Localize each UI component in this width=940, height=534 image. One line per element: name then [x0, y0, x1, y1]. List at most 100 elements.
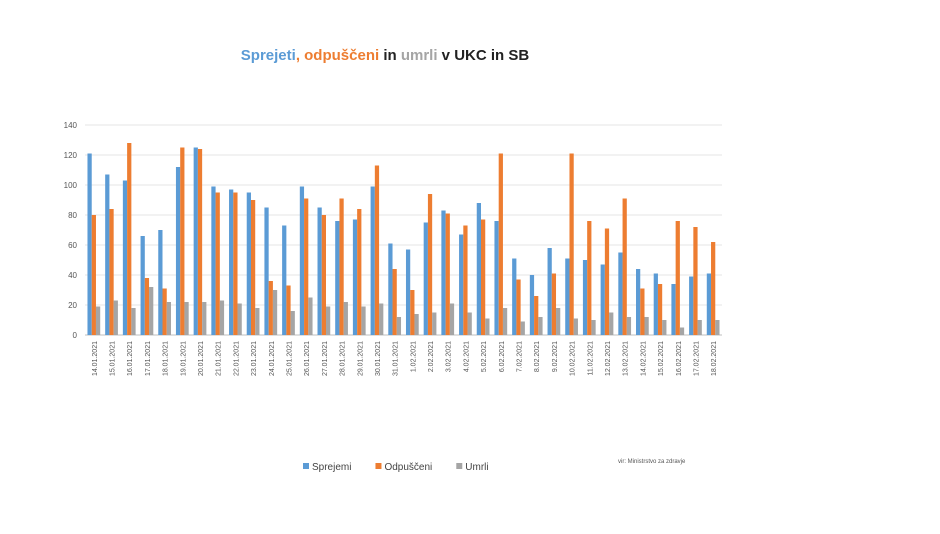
bar — [463, 225, 468, 335]
bar — [697, 320, 702, 335]
bar — [547, 248, 552, 335]
y-tick-label: 100 — [64, 181, 78, 190]
bar — [255, 308, 260, 335]
bar — [587, 221, 592, 335]
bar — [339, 198, 344, 335]
bar — [166, 302, 171, 335]
bar — [675, 221, 680, 335]
bar — [582, 260, 588, 335]
bar — [215, 192, 220, 335]
bar — [396, 317, 402, 335]
x-tick-label: 19.01.2021 — [180, 341, 187, 376]
legend-label: Sprejemi — [312, 462, 351, 473]
x-tick-label: 18.02.2021 — [711, 341, 718, 376]
x-tick-label: 7.02.2021 — [517, 341, 524, 372]
x-tick-label: 5.02.2021 — [481, 341, 488, 372]
bar — [211, 186, 216, 335]
bar — [551, 273, 557, 335]
x-tick-label: 28.01.2021 — [340, 341, 347, 376]
bar — [657, 284, 663, 335]
bar — [494, 221, 499, 335]
title-part: in — [379, 47, 401, 64]
bar — [405, 249, 411, 335]
y-tick-label: 60 — [68, 241, 77, 250]
bar — [622, 198, 627, 335]
bar — [653, 273, 658, 335]
bar — [325, 306, 331, 335]
x-tick-label: 14.01.2021 — [92, 341, 99, 376]
bar — [423, 222, 428, 335]
bar — [481, 219, 486, 335]
bar — [335, 221, 340, 335]
x-tick-label: 20.01.2021 — [198, 341, 205, 376]
bar — [317, 207, 322, 335]
bar — [140, 236, 145, 335]
bar — [308, 297, 313, 335]
x-tick-label: 12.02.2021 — [605, 341, 612, 376]
legend-swatch — [303, 463, 309, 469]
bar — [113, 300, 118, 335]
x-tick-label: 15.02.2021 — [658, 341, 665, 376]
bar — [286, 285, 291, 335]
legend-swatch — [456, 463, 463, 469]
x-tick-label: 10.02.2021 — [570, 341, 577, 376]
bar — [162, 288, 167, 335]
x-tick-label: 23.01.2021 — [251, 341, 258, 376]
x-tick-label: 2.02.2021 — [428, 341, 435, 372]
x-tick-label: 29.01.2021 — [357, 341, 364, 376]
x-tick-label: 4.02.2021 — [463, 341, 470, 372]
chart-title: Sprejeti, odpuščeni in umrli v UKC in SB — [241, 47, 530, 64]
bar — [95, 306, 101, 335]
bar — [149, 287, 154, 335]
bar — [516, 279, 521, 335]
bar — [618, 252, 623, 335]
bar — [184, 302, 189, 335]
x-tick-label: 26.01.2021 — [304, 341, 311, 376]
source-note: vir: Ministrstvo za zdravje — [618, 459, 686, 465]
bar — [392, 269, 397, 335]
bar — [361, 306, 366, 335]
bar — [449, 303, 455, 335]
bar — [569, 153, 574, 335]
x-tick-label: 21.01.2021 — [216, 341, 223, 376]
bar — [534, 296, 539, 335]
bar — [520, 321, 525, 335]
x-tick-label: 22.01.2021 — [233, 341, 240, 376]
x-tick-label: 17.02.2021 — [693, 341, 700, 376]
bar — [233, 192, 238, 335]
x-tick-label: 17.01.2021 — [145, 341, 152, 376]
bar — [290, 311, 295, 335]
bar — [268, 281, 273, 335]
bar — [304, 198, 309, 335]
bar — [282, 225, 287, 335]
x-tick-label: 30.01.2021 — [375, 341, 382, 376]
bar — [197, 149, 203, 335]
y-tick-label: 120 — [64, 151, 78, 160]
y-tick-label: 20 — [68, 301, 77, 310]
bar — [441, 210, 446, 335]
bar — [127, 143, 132, 335]
x-tick-label: 6.02.2021 — [499, 341, 506, 372]
legend-label: Odpuščeni — [384, 462, 432, 473]
x-tick-label: 18.01.2021 — [163, 341, 170, 376]
y-tick-label: 40 — [68, 271, 77, 280]
bar — [193, 147, 198, 335]
bar — [144, 278, 150, 335]
bar — [370, 186, 375, 335]
bar — [467, 312, 472, 335]
bar — [609, 312, 614, 335]
bar — [512, 258, 517, 335]
bar — [626, 317, 632, 335]
x-tick-label: 16.01.2021 — [127, 341, 134, 376]
bar — [105, 174, 110, 335]
y-tick-label: 80 — [68, 211, 77, 220]
bar — [573, 318, 578, 335]
bar — [343, 302, 348, 335]
x-tick-label: 15.01.2021 — [110, 341, 117, 376]
bar — [158, 230, 163, 335]
bar — [529, 275, 535, 335]
bar — [565, 258, 570, 335]
x-tick-label: 13.02.2021 — [623, 341, 630, 376]
bar — [689, 276, 694, 335]
bar — [445, 213, 450, 335]
